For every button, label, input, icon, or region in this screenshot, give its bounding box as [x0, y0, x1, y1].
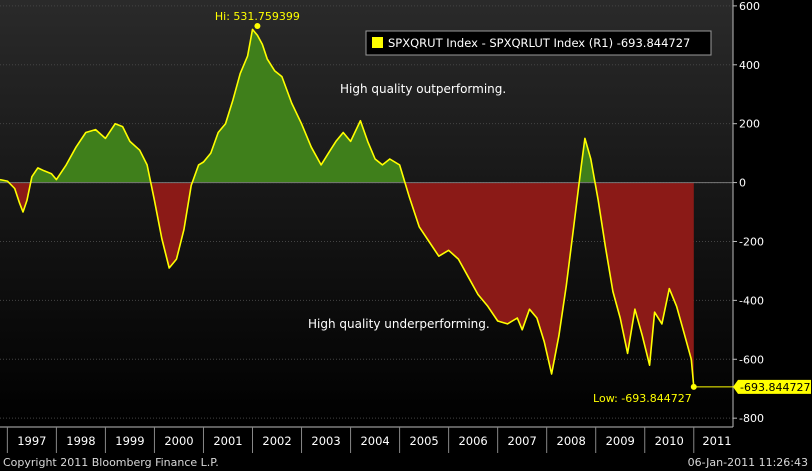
y-tick-label: -200 [739, 235, 764, 248]
negative-area [595, 182, 694, 387]
x-tick-label: 1999 [115, 434, 144, 448]
positive-area [192, 29, 405, 183]
negative-area [150, 182, 193, 268]
timestamp-text: 06-Jan-2011 11:26:43 [687, 456, 808, 469]
x-axis-band [0, 427, 733, 455]
legend-label: SPXQRUT Index - SPXQRLUT Index (R1) -693… [388, 36, 690, 50]
footer: Copyright 2011 Bloomberg Finance L.P. 06… [0, 455, 812, 471]
area-fills [0, 29, 733, 387]
y-tick-label: -400 [739, 294, 764, 307]
copyright-text: Copyright 2011 Bloomberg Finance L.P. [3, 456, 219, 469]
x-tick-label: 2002 [262, 434, 291, 448]
x-tick-label: 1997 [17, 434, 46, 448]
series-line-path [0, 28, 695, 388]
y-axis: 600 400 200 0 -200 -400 -600 -800 [732, 0, 764, 427]
x-tick-label: 2011 [702, 434, 731, 448]
y-tick-label: 200 [739, 118, 760, 131]
outperform-annotation: High quality outperforming. [340, 82, 506, 96]
y-tick-label: 400 [739, 59, 760, 72]
x-tick-label: 2001 [213, 434, 242, 448]
low-label: Low: -693.844727 [593, 392, 692, 405]
last-value-tag-text: -693.844727 [740, 381, 810, 394]
underperform-annotation: High quality underperforming. [308, 317, 490, 331]
x-tick-label: 2004 [360, 434, 389, 448]
x-axis: 1997 1998 1999 2000 2001 2002 2003 2004 2005 2006… [0, 426, 733, 455]
y-tick-label: -600 [739, 353, 764, 366]
series-line [0, 28, 695, 388]
y-tick-label: -800 [739, 412, 764, 425]
x-tick-label: 1998 [66, 434, 95, 448]
x-tick-label: 2009 [606, 434, 635, 448]
x-tick-label: 2007 [508, 434, 537, 448]
high-marker [254, 22, 261, 29]
legend: SPXQRUT Index - SPXQRLUT Index (R1) -693… [365, 30, 712, 56]
x-tick-label: 2006 [458, 434, 487, 448]
x-tick-label: 2005 [409, 434, 438, 448]
high-label: Hi: 531.759399 [215, 10, 300, 23]
legend-swatch [372, 37, 383, 48]
last-value-tag-shape [733, 379, 811, 394]
legend-box [365, 30, 712, 56]
positive-area [579, 138, 595, 183]
x-tick-label: 2010 [655, 434, 684, 448]
negative-area [404, 182, 580, 374]
last-value-tag: -693.844727 [733, 379, 811, 394]
x-tick-label: 2003 [311, 434, 340, 448]
y-tick-label: 0 [739, 177, 746, 190]
positive-area [30, 123, 151, 183]
x-tick-label: 2000 [164, 434, 193, 448]
y-tick-label: 600 [739, 0, 760, 13]
x-tick-label: 2008 [557, 434, 586, 448]
